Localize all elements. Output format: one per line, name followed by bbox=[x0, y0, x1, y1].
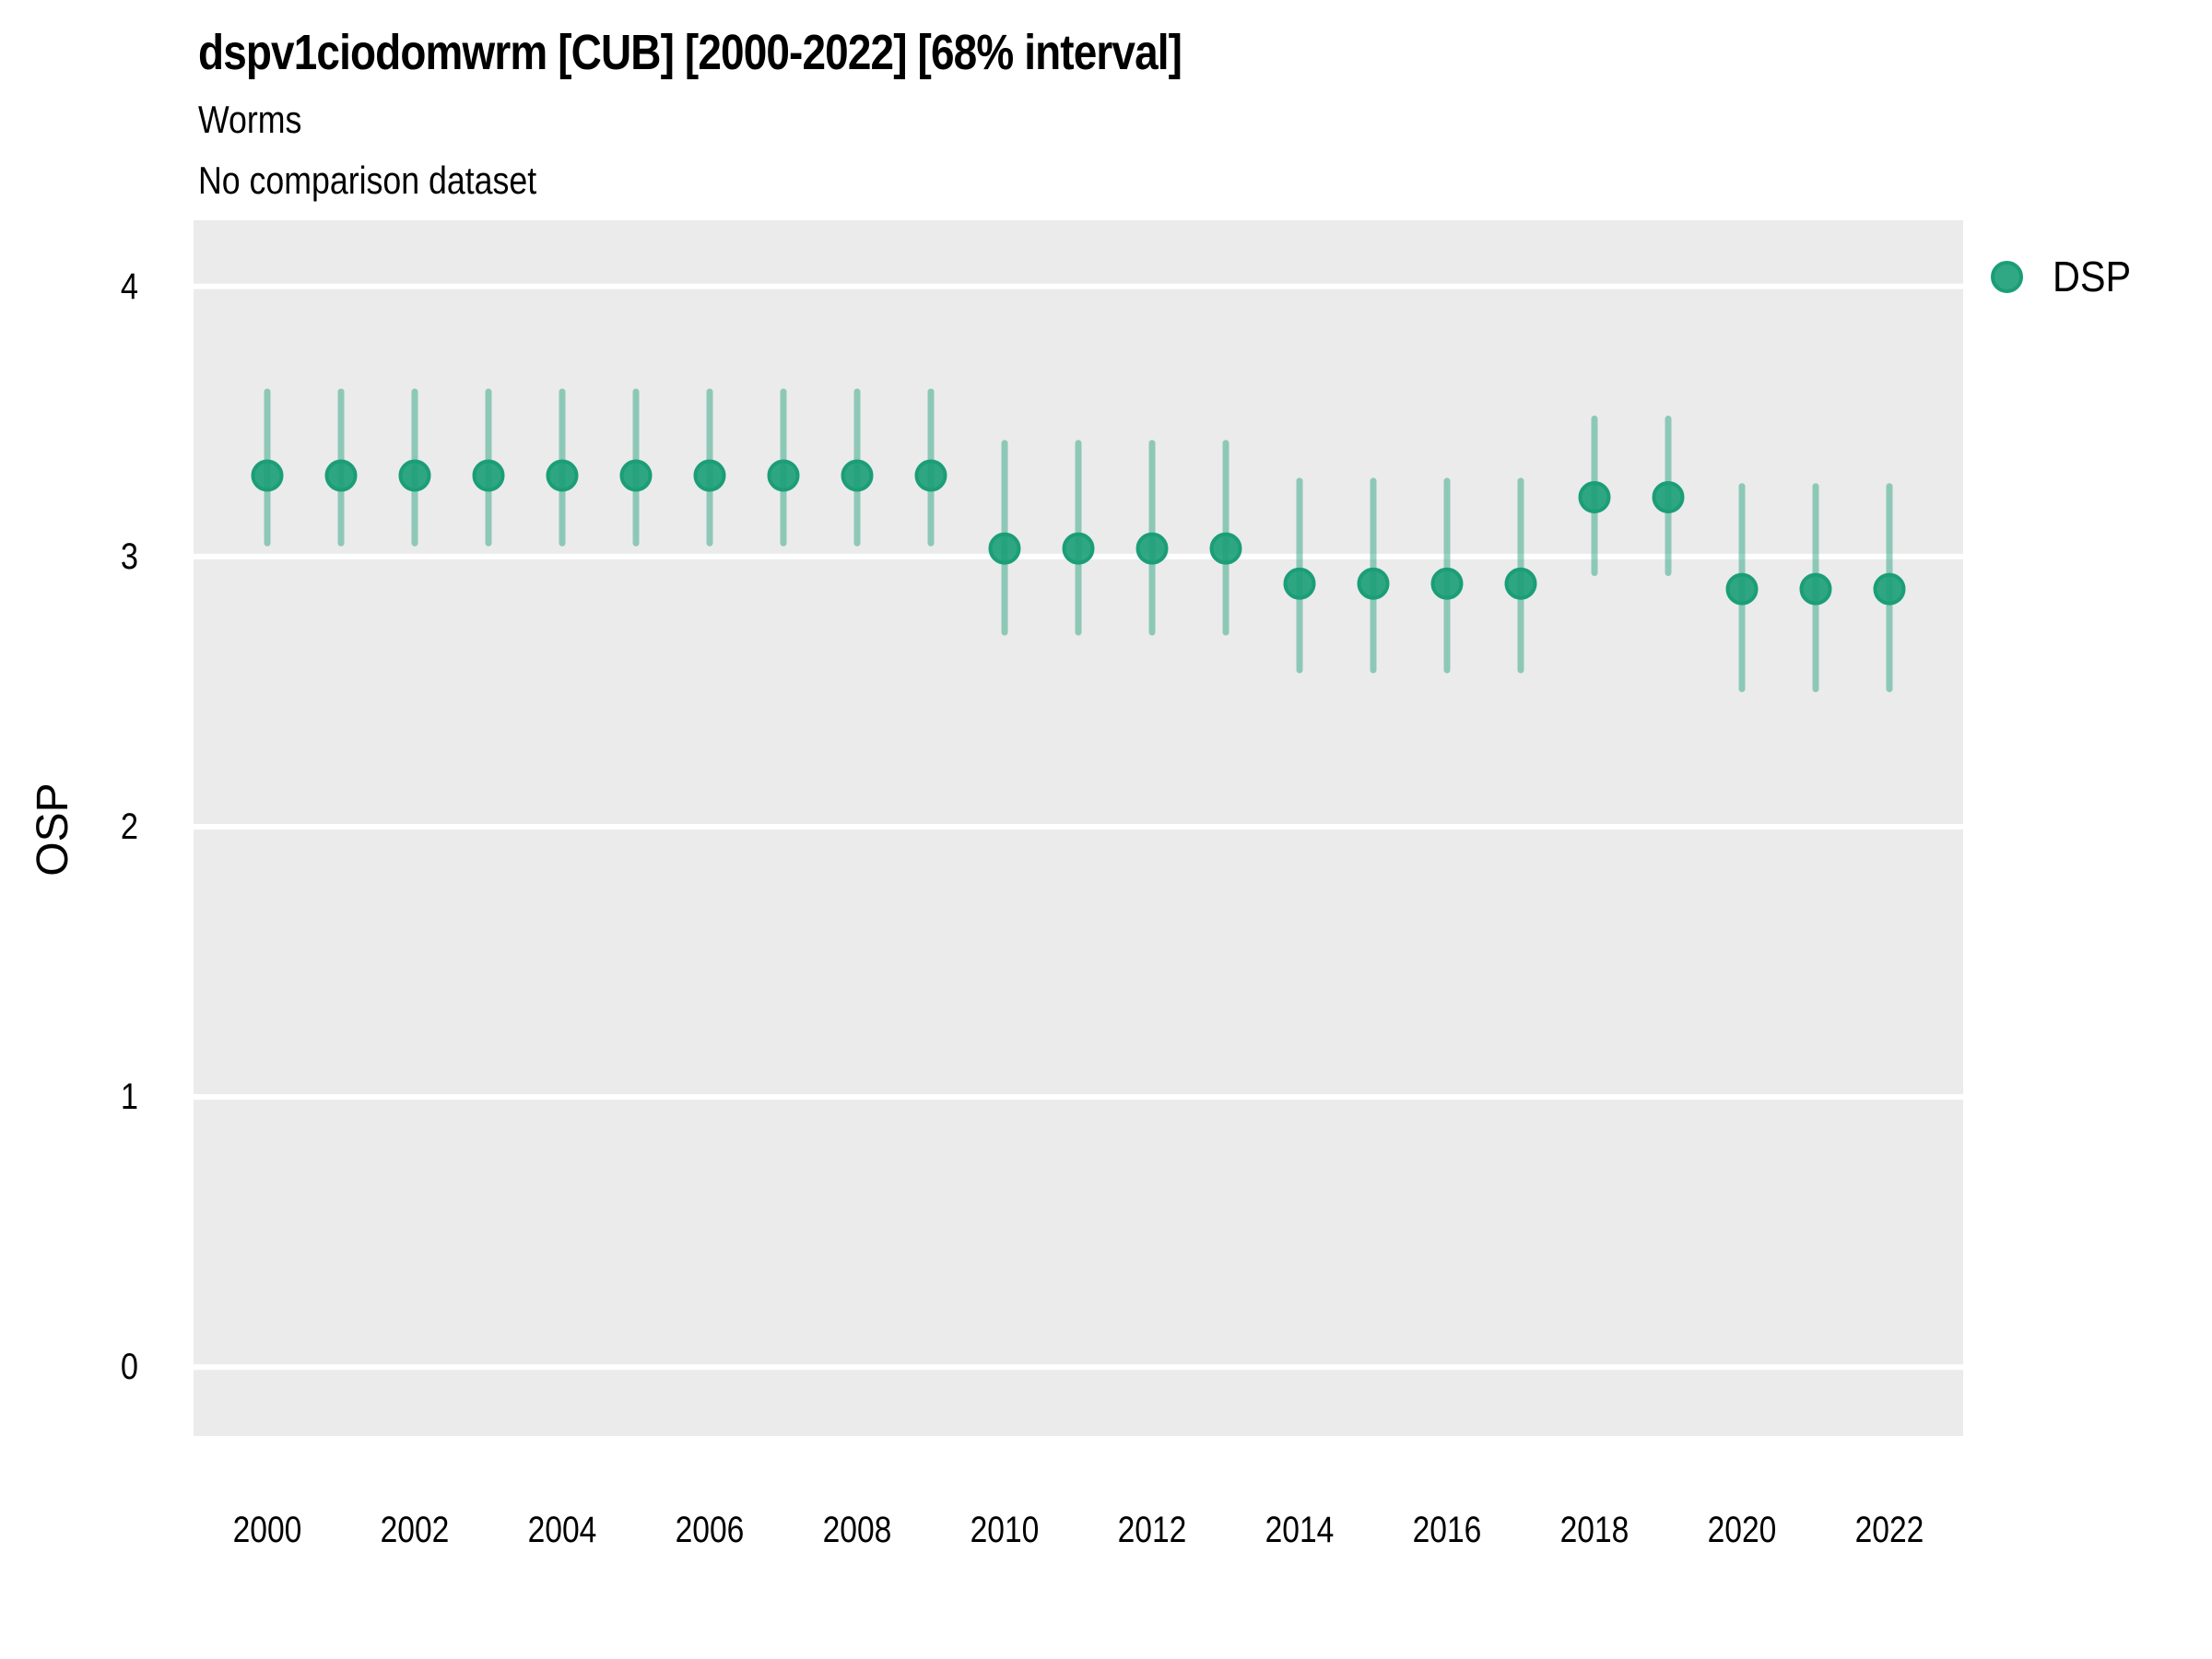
chart-subtitle: Worms bbox=[198, 98, 320, 142]
data-point-DSP-2005 bbox=[619, 459, 653, 492]
data-point-DSP-2021 bbox=[1799, 572, 1832, 606]
comparison-note: No comparison dataset bbox=[198, 159, 596, 203]
x-tick-label-2004: 2004 bbox=[527, 1510, 597, 1550]
data-point-DSP-2007 bbox=[767, 459, 800, 492]
data-point-DSP-2000 bbox=[251, 459, 284, 492]
legend: DSP bbox=[1991, 249, 2140, 304]
x-tick-label-2020: 2020 bbox=[1707, 1510, 1777, 1550]
y-tick-label-1: 1 bbox=[120, 1077, 138, 1118]
y-tick-label-3: 3 bbox=[120, 535, 138, 577]
y-tick-label-4: 4 bbox=[120, 265, 138, 307]
data-point-DSP-2012 bbox=[1135, 532, 1169, 565]
x-tick-label-2000: 2000 bbox=[232, 1510, 302, 1550]
x-tick-label-2008: 2008 bbox=[822, 1510, 892, 1550]
data-point-DSP-2019 bbox=[1652, 480, 1685, 513]
plot-panel bbox=[194, 220, 1963, 1436]
data-point-DSP-2008 bbox=[841, 459, 874, 492]
chart-title-text: dspv1ciodomwrm [CUB] [2000-2022] [68% in… bbox=[198, 25, 1182, 80]
data-point-DSP-2009 bbox=[914, 459, 947, 492]
x-tick-label-2014: 2014 bbox=[1265, 1510, 1335, 1550]
chart-subtitle-text: Worms bbox=[198, 98, 302, 141]
data-point-DSP-2002 bbox=[398, 459, 431, 492]
data-point-DSP-2003 bbox=[472, 459, 505, 492]
x-tick-label-2018: 2018 bbox=[1559, 1510, 1630, 1550]
y-tick-label-2: 2 bbox=[120, 806, 138, 848]
data-point-DSP-2020 bbox=[1725, 572, 1759, 606]
y-tick-label-0: 0 bbox=[120, 1347, 138, 1388]
x-tick-label-2016: 2016 bbox=[1412, 1510, 1482, 1550]
x-tick-label-2010: 2010 bbox=[970, 1510, 1040, 1550]
data-point-DSP-2004 bbox=[546, 459, 579, 492]
data-point-DSP-2017 bbox=[1504, 567, 1537, 600]
x-tick-label-2022: 2022 bbox=[1854, 1510, 1924, 1550]
legend-item-label: DSP bbox=[2053, 253, 2132, 300]
data-point-DSP-2006 bbox=[693, 459, 726, 492]
data-point-DSP-2014 bbox=[1283, 567, 1316, 600]
comparison-note-text: No comparison dataset bbox=[198, 159, 537, 202]
x-tick-label-2002: 2002 bbox=[380, 1510, 450, 1550]
data-point-DSP-2016 bbox=[1430, 567, 1464, 600]
data-point-DSP-2001 bbox=[324, 459, 358, 492]
data-point-DSP-2015 bbox=[1357, 567, 1390, 600]
x-tick-label-2012: 2012 bbox=[1117, 1510, 1187, 1550]
data-point-DSP-2022 bbox=[1873, 572, 1906, 606]
data-point-DSP-2010 bbox=[988, 532, 1021, 565]
legend-point-swatch bbox=[1991, 260, 2023, 293]
chart-title: dspv1ciodomwrm [CUB] [2000-2022] [68% in… bbox=[198, 24, 1355, 81]
data-point-DSP-2011 bbox=[1062, 532, 1095, 565]
data-point-DSP-2013 bbox=[1209, 532, 1242, 565]
x-tick-label-2006: 2006 bbox=[675, 1510, 745, 1550]
plot-area bbox=[194, 283, 1963, 1371]
data-point-DSP-2018 bbox=[1578, 480, 1611, 513]
